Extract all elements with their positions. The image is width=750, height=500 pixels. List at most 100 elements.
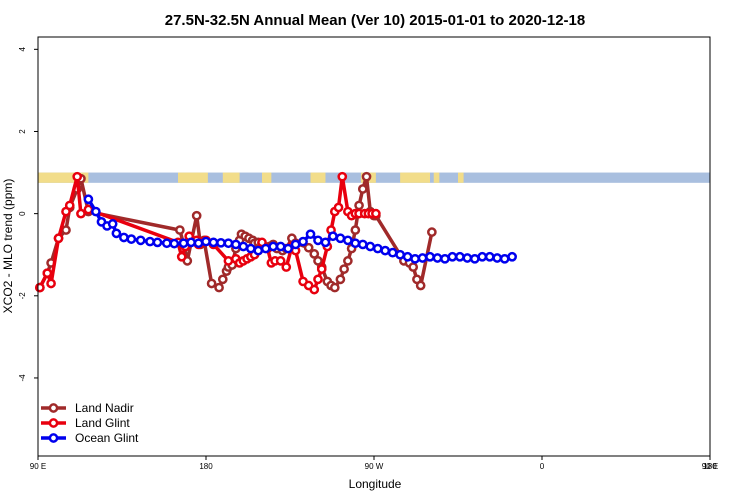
land-nadir-point <box>339 264 349 274</box>
ocean-glint-point <box>216 237 226 248</box>
ocean-glint-point <box>447 251 458 262</box>
ocean-glint-point <box>402 251 413 262</box>
x-tick-label: 0 <box>540 462 545 471</box>
surface-strip-land <box>433 172 440 183</box>
x-tick-label: 90 E <box>30 462 46 471</box>
land-nadir-point <box>354 200 364 211</box>
surface-strip-land <box>400 172 430 183</box>
land-glint-point <box>35 282 45 293</box>
ocean-glint-point <box>178 238 189 249</box>
ocean-glint-point <box>283 243 293 254</box>
ocean-glint-point <box>208 237 219 248</box>
ocean-glint-point <box>238 241 249 252</box>
ocean-glint-point <box>455 251 465 262</box>
ocean-glint-point <box>201 236 211 247</box>
y-tick-label: -4 <box>18 374 27 382</box>
ocean-glint-point <box>440 253 450 264</box>
land-glint-point <box>371 208 381 219</box>
ocean-glint-point <box>169 238 180 249</box>
land-nadir-point <box>361 171 372 182</box>
x-tick-label: 90 W <box>365 462 384 471</box>
ocean-glint-legend-marker <box>48 433 59 443</box>
surface-strip-land <box>178 172 208 183</box>
ocean-glint-point <box>432 253 443 263</box>
ocean-glint-point <box>268 241 279 252</box>
ocean-glint-point <box>145 236 155 247</box>
ocean-glint-legend-label: Ocean Glint <box>75 431 139 445</box>
land-glint-point <box>275 256 286 266</box>
land-nadir-point <box>427 227 437 237</box>
y-axis-label: XCO2 - MLO trend (ppm) <box>1 179 15 314</box>
land-nadir-point <box>61 225 71 235</box>
land-nadir-point <box>206 278 217 289</box>
chart-title: 27.5N-32.5N Annual Mean (Ver 10) 2015-01… <box>165 12 585 29</box>
land-glint-point <box>176 251 187 262</box>
land-glint-point <box>76 208 86 219</box>
ocean-glint-point <box>91 206 101 217</box>
land-glint-point <box>46 278 56 289</box>
ocean-glint-point <box>328 231 338 242</box>
surface-strip-land <box>262 172 272 183</box>
x-tick-label: 90 E <box>702 462 718 471</box>
ocean-glint-point <box>469 253 480 264</box>
ocean-glint-point <box>417 253 428 263</box>
land-nadir-point <box>303 242 314 253</box>
land-nadir-point <box>214 282 224 293</box>
ocean-glint-point <box>298 236 308 247</box>
surface-strip-land <box>458 172 464 183</box>
surface-strip-land <box>310 172 326 183</box>
y-tick-label: 2 <box>18 129 27 134</box>
land-glint-point <box>53 233 64 244</box>
ocean-glint-point <box>395 249 405 260</box>
ocean-glint-point <box>111 228 122 239</box>
land-nadir-point <box>357 184 368 194</box>
ocean-glint-point <box>320 237 331 248</box>
y-tick-label: 0 <box>18 211 27 216</box>
ocean-glint-point <box>372 243 383 254</box>
ocean-glint-point <box>107 219 118 229</box>
land-nadir-point <box>415 280 426 291</box>
x-tick-label: 180 <box>199 462 213 471</box>
ocean-glint-point <box>507 251 517 262</box>
ocean-glint-point <box>253 245 264 256</box>
land-glint-point <box>337 171 348 182</box>
land-glint-point <box>313 274 323 285</box>
x-tick-label: 180 <box>703 462 717 471</box>
ocean-glint-point <box>313 235 323 246</box>
ocean-glint-point <box>350 238 361 249</box>
land-glint-point <box>223 256 234 266</box>
land-nadir-point <box>408 262 419 272</box>
land-glint-point <box>83 204 94 215</box>
y-tick-label: 4 <box>18 47 27 52</box>
land-glint-point <box>64 200 75 211</box>
land-glint-point <box>316 264 327 274</box>
ocean-glint-point <box>186 237 196 248</box>
land-nadir-legend-marker <box>48 403 59 413</box>
ocean-glint-point <box>231 239 241 250</box>
land-glint-legend-marker <box>48 418 59 428</box>
surface-strip-land <box>222 172 240 183</box>
land-nadir-point <box>343 256 353 266</box>
ocean-glint-point <box>290 239 301 250</box>
ocean-glint-point <box>477 251 488 262</box>
land-glint-point <box>309 284 320 295</box>
ocean-glint-point <box>484 251 495 262</box>
y-tick-label: -2 <box>18 292 27 300</box>
ocean-glint-point <box>260 243 271 254</box>
x-axis-label: Longitude <box>349 477 402 491</box>
land-nadir-legend-label: Land Nadir <box>75 401 134 415</box>
ocean-glint-point <box>245 243 256 254</box>
land-glint-legend-label: Land Glint <box>75 416 130 430</box>
ocean-glint-point <box>275 241 286 252</box>
ocean-glint-point <box>410 253 420 264</box>
ocean-glint-point <box>365 241 376 252</box>
land-glint-point <box>42 268 53 279</box>
land-nadir-point <box>191 210 202 221</box>
ocean-glint-point <box>357 239 368 250</box>
land-nadir-point <box>309 249 320 259</box>
ocean-glint-point <box>161 238 172 249</box>
land-nadir-point <box>329 282 340 293</box>
land-nadir-point <box>217 274 228 285</box>
